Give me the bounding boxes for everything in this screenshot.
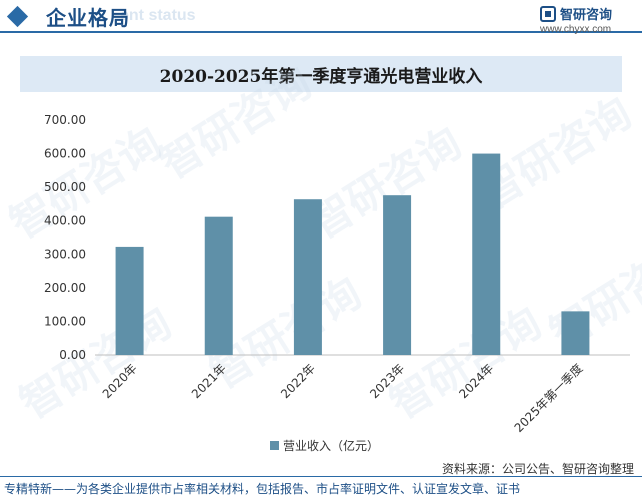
y-tick-label: 300.00 [44,247,86,261]
y-tick-label: 100.00 [44,314,86,328]
bar [204,216,233,355]
bar-chart: 0.00 100.00 200.00 300.00 400.00 500.00 600.00… [44,113,630,453]
x-tick-label: 2022年 [278,361,318,401]
y-tick-label: 500.00 [44,180,86,194]
bar [472,153,501,355]
y-tick-label: 400.00 [44,214,86,228]
y-tick-label: 700.00 [44,113,86,127]
x-tick-label: 2023年 [367,361,407,401]
brand-logo-icon [540,6,556,22]
footer-bar: 专精特新——为各类企业提供市占率相关材料，包括报告、市占率证明文件、认证宣发文章… [0,476,642,496]
x-tick-label: 2020年 [100,361,140,401]
brand-name: 智研咨询 [560,8,613,23]
footer-tagline: 专精特新——为各类企业提供市占率相关材料，包括报告、市占率证明文件、认证宣发文章… [4,482,521,496]
x-tick-label: 2024年 [456,361,496,401]
bar [293,199,322,355]
x-tick-label: 2025年第一季度 [511,361,586,436]
diamond-icon [6,5,29,28]
bar [383,195,412,355]
bar [115,246,144,355]
legend-label: 营业收入（亿元） [283,438,379,453]
header-rule [0,31,642,33]
source-note: 资料来源：公司公告、智研咨询整理 [441,462,634,476]
header: ent status 企业格局 智研咨询 www.chyxx.com [0,0,642,42]
y-tick-label: 200.00 [44,281,86,295]
y-tick-label: 0.00 [59,348,86,362]
brand-url: www.chyxx.com [540,24,612,35]
x-tick-label: 2021年 [189,361,229,401]
section-title: 企业格局 [46,6,130,30]
chart-title-box: 2020-2025年第一季度亨通光电营业收入 [20,56,622,92]
chart-title: 2020-2025年第一季度亨通光电营业收入 [159,67,483,87]
y-tick-label: 600.00 [44,147,86,161]
bar [561,311,590,355]
brand-logo: 智研咨询 www.chyxx.com [540,4,632,36]
legend-swatch [270,441,279,450]
header-ghost-text: ent status [120,7,196,24]
